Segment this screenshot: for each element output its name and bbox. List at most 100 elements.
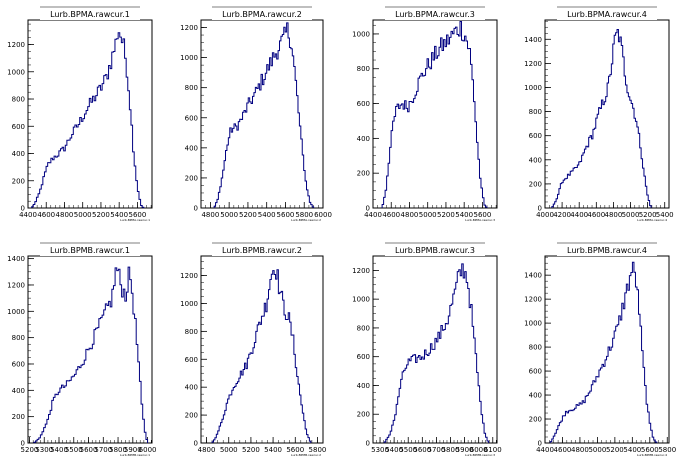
y-tick-label: 0: [194, 440, 198, 448]
x-tick-label: 4400: [19, 211, 37, 219]
x-tick-label: 5400: [50, 446, 68, 454]
y-tick-label: 200: [185, 412, 198, 420]
plot-frame: [27, 255, 153, 444]
y-tick-label: 200: [12, 413, 25, 421]
x-tick-label: 5800: [658, 446, 676, 454]
x-tick-label: 5500: [65, 446, 83, 454]
histogram-series: [383, 263, 490, 443]
x-tick-label: 5400: [623, 446, 641, 454]
y-tick-label: 1200: [352, 267, 370, 275]
y-tick-label: 1200: [7, 281, 25, 289]
y-tick-label: 1000: [7, 308, 25, 316]
x-tick-label: 4800: [604, 211, 622, 219]
chart-title: Lurb.BPMA.rawcur.1: [50, 10, 130, 19]
title-box: [385, 242, 485, 256]
y-tick-label: 0: [538, 205, 542, 213]
x-tick-label: 5600: [641, 446, 659, 454]
chart-title: Lurb.BPMA.rawcur.2: [222, 10, 302, 19]
x-tick-label: 5200: [21, 446, 39, 454]
y-tick-label: 800: [12, 334, 25, 342]
y-tick-label: 800: [185, 328, 198, 336]
x-tick-label: 5200: [606, 446, 624, 454]
y-tick-label: 200: [12, 177, 25, 185]
histogram-series: [213, 22, 315, 208]
title-box: [385, 6, 485, 20]
chart-panel-1: Lurb.BPMA.rawcur.1 0 200 400 600 800 1000 1200 4…: [7, 6, 153, 222]
x-tick-label: 5600: [473, 211, 491, 219]
x-tick-label: 5600: [413, 446, 431, 454]
histogram-series: [33, 266, 149, 443]
x-axis-label: Lurb.BPMB.rawcur.1: [120, 453, 150, 457]
y-tick-label: 600: [185, 356, 198, 364]
y-tick-label: 1200: [524, 296, 542, 304]
y-tick-label: 200: [185, 174, 198, 182]
title-box: [557, 6, 657, 20]
title-box: [40, 6, 140, 20]
y-tick-label: 400: [357, 135, 370, 143]
y-tick-label: 400: [185, 144, 198, 152]
y-tick-label: 1200: [524, 60, 542, 68]
chart-title: Lurb.BPMB.rawcur.4: [567, 246, 647, 255]
x-tick-label: 5200: [239, 211, 257, 219]
x-axis-label: Lurb.BPMB.rawcur.3: [465, 453, 495, 457]
histogram-series: [31, 32, 145, 208]
chart-panel-4: Lurb.BPMA.rawcur.4 0 200 400 600 800 1000 1200 1…: [524, 6, 674, 222]
x-tick-label: 5900: [456, 446, 474, 454]
y-tick-label: 1400: [7, 255, 25, 263]
x-tick-label: 5400: [110, 211, 128, 219]
chart-panel-6: Lurb.BPMB.rawcur.2 0 200 400 600 800 1000 1200 4…: [180, 242, 326, 457]
plot-frame: [200, 255, 324, 444]
x-axis-label: Lurb.BPMB.rawcur.4: [637, 453, 667, 457]
y-tick-label: 800: [357, 324, 370, 332]
y-tick-label: 1200: [7, 41, 25, 49]
x-tick-label: 5000: [220, 446, 238, 454]
y-tick-label: 400: [357, 382, 370, 390]
x-tick-label: 5400: [455, 211, 473, 219]
x-tick-label: 5700: [427, 446, 445, 454]
x-tick-label: 4800: [401, 211, 419, 219]
y-tick-label: 1000: [352, 30, 370, 38]
x-tick-label: 4600: [37, 211, 55, 219]
y-tick-label: 1000: [180, 300, 198, 308]
x-tick-label: 5500: [399, 446, 417, 454]
y-tick-label: 600: [12, 123, 25, 131]
x-tick-label: 5800: [295, 211, 313, 219]
y-tick-label: 1000: [180, 54, 198, 62]
y-tick-label: 1000: [524, 320, 542, 328]
histogram-series: [211, 269, 312, 443]
x-axis-label: Lurb.BPMA.rawcur.2: [291, 218, 321, 222]
y-tick-label: 600: [357, 100, 370, 108]
y-tick-label: 400: [185, 384, 198, 392]
y-tick-label: 0: [21, 440, 25, 448]
title-box: [212, 6, 312, 20]
y-tick-label: 600: [529, 368, 542, 376]
y-tick-label: 0: [21, 205, 25, 213]
y-tick-label: 200: [357, 411, 370, 419]
y-tick-label: 400: [529, 392, 542, 400]
x-tick-label: 5400: [656, 211, 674, 219]
x-tick-label: 5800: [442, 446, 460, 454]
y-tick-label: 0: [366, 205, 370, 213]
y-tick-label: 600: [357, 353, 370, 361]
x-tick-label: 5600: [80, 446, 98, 454]
x-tick-label: 5200: [242, 446, 260, 454]
x-tick-label: 5200: [639, 211, 657, 219]
x-tick-label: 5000: [419, 211, 437, 219]
y-tick-label: 800: [529, 344, 542, 352]
x-axis-label: Lurb.BPMA.rawcur.3: [465, 218, 495, 222]
plot-frame: [27, 19, 153, 209]
y-tick-label: 800: [529, 108, 542, 116]
x-tick-label: 5200: [437, 211, 455, 219]
x-tick-label: 4400: [364, 211, 382, 219]
chart-title: Lurb.BPMB.rawcur.3: [395, 246, 475, 255]
y-tick-label: 0: [538, 440, 542, 448]
plot-frame: [544, 255, 670, 444]
x-tick-label: 4200: [553, 211, 571, 219]
y-tick-label: 800: [12, 96, 25, 104]
title-box: [557, 242, 657, 256]
y-tick-label: 1000: [352, 296, 370, 304]
x-tick-label: 4800: [56, 211, 74, 219]
y-tick-label: 1200: [180, 272, 198, 280]
histogram-series: [549, 261, 658, 443]
